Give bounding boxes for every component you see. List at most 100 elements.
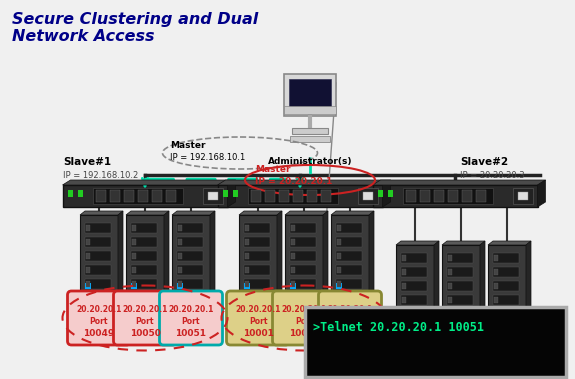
Polygon shape — [382, 180, 390, 207]
Polygon shape — [246, 294, 270, 295]
Bar — [131, 279, 157, 289]
Bar — [290, 223, 316, 233]
Bar — [476, 190, 485, 202]
Bar — [124, 190, 133, 202]
Bar — [178, 267, 182, 273]
Bar — [337, 253, 341, 259]
Bar — [401, 313, 407, 319]
Bar — [284, 74, 336, 116]
Bar — [336, 279, 362, 289]
FancyBboxPatch shape — [476, 313, 539, 367]
Bar — [493, 281, 519, 291]
Bar — [86, 253, 90, 259]
Text: 20.20.20.1: 20.20.20.1 — [327, 305, 373, 315]
Text: 20.20.20.1: 20.20.20.1 — [168, 305, 214, 315]
Bar — [245, 239, 249, 245]
Bar — [137, 190, 148, 202]
FancyBboxPatch shape — [384, 313, 447, 367]
Bar — [402, 269, 406, 275]
Bar — [78, 190, 82, 197]
Bar — [405, 190, 416, 202]
Bar — [131, 283, 137, 289]
Bar — [402, 297, 406, 303]
Bar — [85, 223, 111, 233]
Text: 10002: 10002 — [289, 329, 320, 338]
Bar — [494, 311, 498, 317]
Bar — [378, 190, 382, 197]
Bar — [493, 313, 499, 319]
Polygon shape — [538, 180, 546, 207]
Text: Port: Port — [90, 318, 108, 326]
Bar — [126, 215, 164, 295]
Bar — [177, 237, 203, 247]
Polygon shape — [526, 241, 531, 325]
Bar — [109, 190, 120, 202]
Polygon shape — [369, 211, 374, 295]
Polygon shape — [87, 294, 111, 295]
Text: 20.20.20.1: 20.20.20.1 — [281, 305, 327, 315]
Bar — [447, 313, 453, 319]
FancyBboxPatch shape — [113, 291, 177, 345]
Bar — [488, 245, 526, 325]
Bar — [290, 251, 316, 261]
Polygon shape — [210, 211, 215, 295]
Polygon shape — [277, 211, 282, 295]
Polygon shape — [434, 241, 439, 325]
Text: Slave#2: Slave#2 — [460, 157, 508, 167]
Bar — [290, 283, 296, 289]
Bar — [132, 281, 136, 287]
Bar — [336, 251, 362, 261]
Text: 10001: 10001 — [243, 329, 274, 338]
Bar — [85, 251, 111, 261]
Bar — [493, 267, 519, 277]
Bar — [493, 253, 519, 263]
FancyBboxPatch shape — [273, 291, 335, 345]
Polygon shape — [403, 316, 427, 325]
Bar — [86, 281, 90, 287]
Text: Port: Port — [341, 318, 359, 326]
Bar — [247, 188, 338, 204]
Text: Port: Port — [452, 340, 470, 349]
Bar — [85, 265, 111, 275]
Polygon shape — [80, 211, 123, 215]
Bar — [331, 215, 369, 295]
Polygon shape — [239, 211, 282, 215]
Bar — [202, 188, 223, 204]
Bar — [290, 237, 316, 247]
Text: Slave#1: Slave#1 — [63, 157, 111, 167]
Bar — [178, 281, 182, 287]
Text: 10099: 10099 — [492, 351, 523, 360]
Polygon shape — [449, 316, 473, 325]
Bar — [291, 267, 295, 273]
Bar — [244, 251, 270, 261]
Text: 10003: 10003 — [335, 329, 366, 338]
Polygon shape — [292, 294, 316, 295]
Bar — [448, 269, 452, 275]
Bar — [291, 281, 295, 287]
Bar — [388, 190, 393, 197]
Bar — [336, 265, 362, 275]
Bar — [493, 309, 519, 319]
Bar — [93, 188, 183, 204]
Polygon shape — [488, 241, 531, 245]
Text: Port: Port — [249, 318, 267, 326]
Bar — [178, 253, 182, 259]
Text: Port: Port — [182, 318, 200, 326]
Text: IP = 20.20.20.3: IP = 20.20.20.3 — [460, 171, 524, 180]
Bar — [131, 265, 157, 275]
Bar — [494, 283, 498, 289]
Bar — [420, 190, 430, 202]
Polygon shape — [133, 294, 157, 295]
Bar — [337, 225, 341, 231]
Bar — [291, 239, 295, 245]
Bar — [320, 190, 331, 202]
Text: Port: Port — [136, 318, 154, 326]
Bar — [208, 192, 217, 200]
Bar — [80, 215, 118, 295]
Bar — [244, 283, 250, 289]
Bar — [244, 237, 270, 247]
Text: 10097: 10097 — [400, 351, 431, 360]
Bar — [132, 267, 136, 273]
Bar — [448, 283, 452, 289]
Bar — [131, 251, 157, 261]
